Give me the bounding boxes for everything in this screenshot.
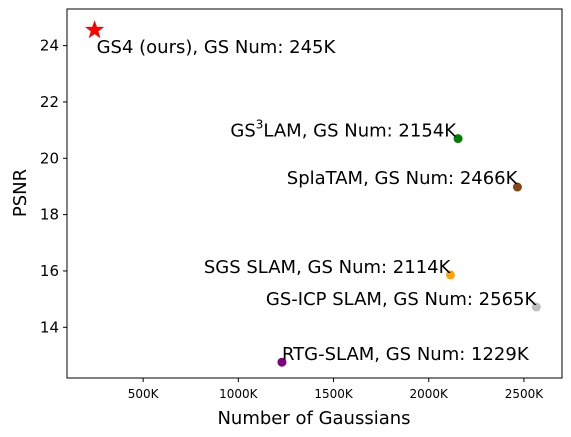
point-rtg-slam-label: RTG-SLAM, GS Num: 1229K bbox=[282, 344, 530, 365]
point-gs-icp-slam-label: GS-ICP SLAM, GS Num: 2565K bbox=[266, 289, 538, 310]
point-labels: GS4 (ours), GS Num: 245K GS3LAM, GS Num: … bbox=[97, 37, 538, 365]
point-splatam-label: SplaTAM, GS Num: 2466K bbox=[287, 168, 519, 189]
y-tick-label: 14 bbox=[40, 318, 59, 336]
label-suffix: LAM, GS Num: 2154K bbox=[263, 121, 457, 142]
x-tick-label: 2500K bbox=[505, 387, 545, 401]
point-gs4-star-marker bbox=[85, 20, 105, 39]
x-tick-label: 1500K bbox=[314, 387, 354, 401]
data-points bbox=[85, 20, 541, 367]
point-gs3lam-marker bbox=[453, 134, 463, 144]
point-rtg-slam-marker bbox=[277, 357, 287, 367]
point-sgs-slam-label: SGS SLAM, GS Num: 2114K bbox=[204, 257, 452, 278]
y-axis-title: PSNR bbox=[10, 169, 31, 217]
x-tick-label: 2000K bbox=[410, 387, 450, 401]
point-gs-icp-slam-marker bbox=[531, 302, 541, 312]
x-tick-label: 1000K bbox=[219, 387, 259, 401]
x-axis-title: Number of Gaussians bbox=[217, 408, 410, 429]
plot-frame bbox=[66, 8, 563, 379]
x-tick-label: 500K bbox=[128, 387, 160, 401]
y-tick-label: 22 bbox=[40, 93, 59, 111]
point-gs4-label: GS4 (ours), GS Num: 245K bbox=[97, 37, 337, 58]
axis-ticks: 500K 1000K 1500K 2000K 2500K 14 16 18 20 22 24 bbox=[40, 37, 544, 401]
y-tick-label: 16 bbox=[40, 262, 59, 280]
y-tick-label: 20 bbox=[40, 149, 59, 167]
y-tick-label: 18 bbox=[40, 206, 59, 224]
point-splatam-marker bbox=[512, 182, 522, 192]
label-prefix: GS bbox=[230, 121, 255, 142]
y-tick-label: 24 bbox=[40, 37, 59, 55]
point-gs3lam-label: GS3LAM, GS Num: 2154K bbox=[230, 118, 457, 142]
label-superscript: 3 bbox=[256, 118, 264, 132]
point-sgs-slam-marker bbox=[445, 270, 455, 280]
